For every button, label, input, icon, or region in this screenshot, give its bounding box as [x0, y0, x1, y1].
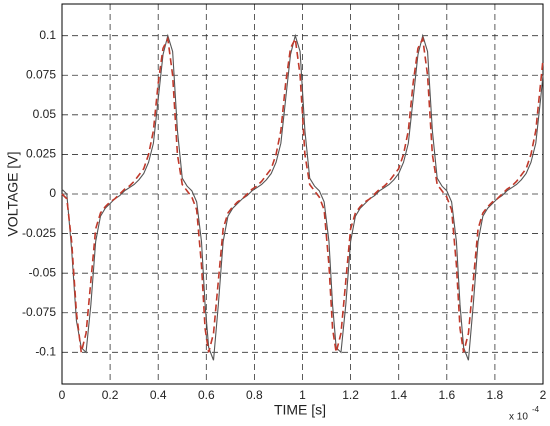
x-tick-label: 1.6: [438, 388, 455, 402]
x-tick-label: 2: [540, 388, 547, 402]
x-tick-label: 1.4: [390, 388, 407, 402]
x-tick-label: 1: [299, 388, 306, 402]
x-tick-label: 0.4: [150, 388, 167, 402]
series-line: [61, 36, 544, 353]
y-tick-label: 0.025: [26, 147, 56, 161]
series-line: [61, 33, 544, 361]
y-axis-label: VOLTAGE [V]: [5, 151, 21, 236]
y-tick-label: -0.1: [35, 345, 56, 359]
x-tick-label: 0.2: [102, 388, 119, 402]
y-tick-label: 0.1: [39, 28, 56, 42]
y-tick-label: -0.075: [22, 305, 56, 319]
x-exponent: -4: [532, 405, 540, 414]
y-tick-label: -0.05: [29, 265, 57, 279]
x-axis-label: TIME [s]: [274, 402, 326, 418]
x-tick-label: 1.8: [487, 388, 504, 402]
y-tick-label: 0: [49, 186, 56, 200]
x-tick-label: 0.6: [198, 388, 215, 402]
y-tick-label: -0.025: [22, 226, 56, 240]
y-tick-label: 0.05: [33, 107, 57, 121]
y-tick-label: 0.075: [26, 67, 56, 81]
x-tick-label: 0: [59, 388, 66, 402]
x-multiplier: x 10: [509, 412, 528, 423]
x-tick-label: 1.2: [342, 388, 359, 402]
x-tick-label: 0.8: [246, 388, 263, 402]
